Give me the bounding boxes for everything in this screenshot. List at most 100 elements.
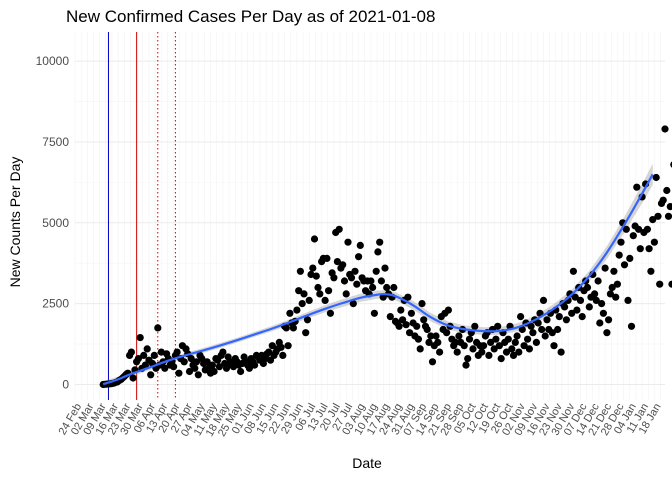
data-point xyxy=(295,287,303,295)
data-point xyxy=(203,358,211,366)
chart-title: New Confirmed Cases Per Day as of 2021-0… xyxy=(66,7,435,26)
data-point xyxy=(237,367,245,376)
data-point xyxy=(492,335,500,343)
data-point xyxy=(321,296,329,304)
data-point xyxy=(601,264,609,272)
data-point xyxy=(532,338,541,346)
data-point xyxy=(527,322,535,330)
data-point xyxy=(434,338,442,346)
data-point xyxy=(480,342,488,350)
data-point xyxy=(606,290,615,298)
data-point xyxy=(367,277,375,285)
data-point xyxy=(432,332,440,340)
data-point xyxy=(374,248,382,256)
data-point xyxy=(561,303,569,311)
data-point xyxy=(509,351,518,359)
data-point xyxy=(127,348,135,356)
data-point xyxy=(495,342,503,350)
data-point xyxy=(529,329,537,337)
data-point xyxy=(383,283,391,292)
y-tick-label: 10000 xyxy=(36,54,70,68)
data-point xyxy=(404,293,412,301)
data-point xyxy=(356,241,364,249)
data-point xyxy=(222,364,231,372)
data-point xyxy=(555,313,563,321)
data-point xyxy=(377,277,385,285)
data-point xyxy=(629,232,637,240)
data-point xyxy=(185,367,194,376)
data-point xyxy=(541,332,549,340)
data-point xyxy=(656,280,664,288)
data-point xyxy=(652,173,660,182)
data-point xyxy=(562,316,571,324)
data-point xyxy=(277,343,285,351)
data-point xyxy=(402,321,410,329)
data-point xyxy=(573,306,581,314)
data-point xyxy=(451,338,459,346)
data-point xyxy=(636,245,644,253)
data-point xyxy=(251,361,259,369)
data-point xyxy=(406,329,414,337)
data-point xyxy=(610,267,618,275)
data-point xyxy=(379,293,387,301)
data-point xyxy=(150,351,158,359)
data-point xyxy=(666,203,672,211)
data-point xyxy=(342,290,350,298)
data-point xyxy=(215,363,223,371)
data-point xyxy=(349,300,357,308)
y-tick-label: 2500 xyxy=(42,297,69,311)
data-point xyxy=(136,334,144,342)
data-point xyxy=(603,329,611,337)
data-point xyxy=(594,277,602,285)
data-point xyxy=(208,361,216,369)
y-axis-title: New Counts Per Day xyxy=(7,157,23,288)
data-point xyxy=(300,290,308,298)
data-point xyxy=(605,316,613,324)
data-point xyxy=(407,309,415,317)
data-point xyxy=(624,296,632,304)
data-point xyxy=(381,264,389,272)
data-point xyxy=(370,309,378,317)
data-point xyxy=(643,225,652,233)
data-point xyxy=(335,225,343,233)
data-point xyxy=(469,345,477,353)
data-point xyxy=(436,348,444,356)
data-point xyxy=(464,355,472,363)
data-point xyxy=(617,238,625,246)
smooth-band-layer xyxy=(103,163,653,388)
data-point xyxy=(344,238,352,246)
data-point xyxy=(355,253,363,261)
data-point xyxy=(289,324,297,332)
data-point xyxy=(645,245,653,253)
data-point xyxy=(633,183,641,191)
data-point xyxy=(487,338,495,346)
data-point xyxy=(268,342,276,350)
data-point xyxy=(369,283,377,292)
data-point xyxy=(194,371,202,379)
data-point xyxy=(502,348,511,356)
data-point xyxy=(340,277,349,285)
data-point xyxy=(333,258,341,266)
data-point xyxy=(310,235,319,243)
data-point xyxy=(520,342,528,350)
data-point xyxy=(471,322,479,330)
y-tick-label: 0 xyxy=(62,377,69,391)
data-point xyxy=(305,296,313,304)
data-point xyxy=(298,300,306,308)
data-point xyxy=(175,369,183,377)
data-point xyxy=(284,342,292,350)
data-point xyxy=(620,261,629,269)
data-point xyxy=(143,345,151,353)
data-point xyxy=(147,371,155,379)
data-point xyxy=(282,324,290,332)
data-point xyxy=(154,324,162,332)
data-point xyxy=(302,329,310,337)
data-point xyxy=(330,274,338,282)
data-point xyxy=(210,367,218,376)
grid-layer xyxy=(74,32,665,400)
data-point xyxy=(390,283,398,292)
data-point xyxy=(455,332,463,340)
data-point xyxy=(465,335,474,343)
data-point xyxy=(316,290,324,298)
data-point xyxy=(423,325,431,334)
